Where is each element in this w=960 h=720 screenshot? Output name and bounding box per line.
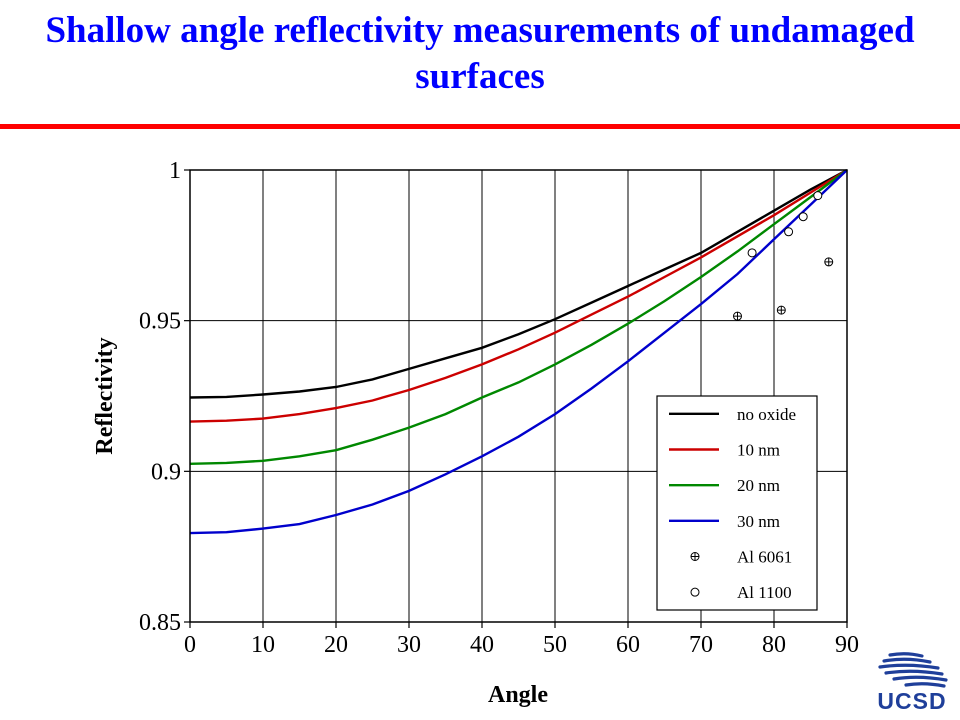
ucsd-wave-icon (878, 652, 948, 688)
y-tick-labels: 0.85 0.9 0.95 1 (139, 158, 181, 636)
x-tick-label: 0 (184, 632, 196, 658)
y-tick-label: 0.95 (139, 309, 181, 335)
x-tick-label: 30 (397, 632, 421, 658)
data-point-al-6061 (776, 305, 786, 315)
series-line-30-nm (189, 169, 848, 535)
legend-label-no-oxide: no oxide (737, 405, 796, 424)
x-tick-label: 90 (835, 632, 859, 658)
data-point-al-1100 (813, 191, 823, 201)
slide-title: Shallow angle reflectivity measurements … (45, 10, 915, 97)
chart-markers-group (733, 191, 834, 321)
y-axis-label: Reflectivity (92, 337, 118, 454)
x-tick-label: 50 (543, 632, 567, 658)
x-tick-label: 20 (324, 632, 348, 658)
y-tick-label: 1 (169, 158, 181, 184)
legend-label-al-6061: Al 6061 (737, 548, 792, 567)
x-axis-label: Angle (488, 682, 548, 708)
data-point-al-1100 (798, 212, 808, 222)
y-tick-label: 0.85 (139, 610, 181, 636)
x-tick-label: 60 (616, 632, 640, 658)
chart-series-group (189, 168, 848, 535)
legend-box (656, 395, 818, 611)
x-tick-label: 40 (470, 632, 494, 658)
plot-frame (189, 169, 848, 623)
x-tick-label: 70 (689, 632, 713, 658)
data-point-al-6061 (824, 257, 834, 267)
legend-marker-al-1100 (690, 587, 700, 597)
y-tick-label: 0.9 (151, 459, 181, 485)
legend-label-20-nm: 20 nm (737, 476, 780, 495)
series-line-no-oxide (189, 168, 848, 399)
series-line-20-nm (189, 169, 848, 465)
x-tick-labels: 0 10 20 30 40 50 60 70 80 90 (184, 632, 859, 658)
ucsd-logo: UCSD (872, 650, 952, 714)
title-divider (0, 124, 960, 129)
data-point-al-1100 (784, 227, 794, 237)
legend-label-al-1100: Al 1100 (737, 583, 792, 602)
ucsd-logo-text: UCSD (877, 688, 947, 714)
x-tick-label: 10 (251, 632, 275, 658)
series-line-10-nm (189, 168, 848, 423)
legend-marker-al-6061 (690, 552, 700, 561)
chart-legend: no oxide 10 nm 20 nm 30 nm Al 6061 Al 1100 (656, 395, 818, 611)
x-tick-label: 80 (762, 632, 786, 658)
data-point-al-1100 (747, 248, 757, 258)
legend-label-30-nm: 30 nm (737, 512, 780, 531)
legend-label-10-nm: 10 nm (737, 441, 780, 460)
data-point-al-6061 (733, 311, 742, 321)
